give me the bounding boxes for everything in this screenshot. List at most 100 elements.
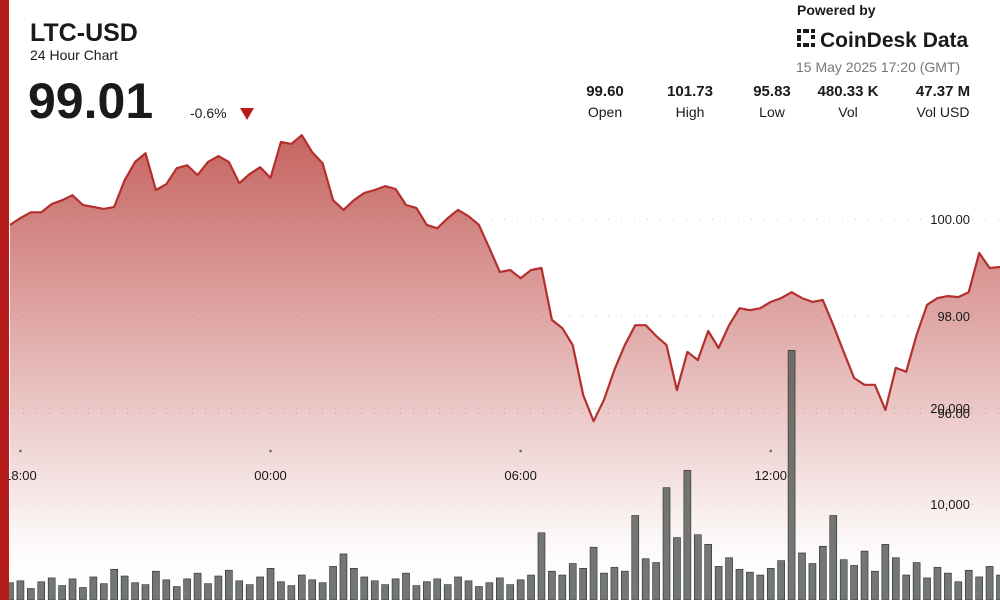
- volume-tick-label: 10,000: [930, 497, 970, 512]
- left-accent: [0, 0, 9, 600]
- volume-bar: [485, 582, 494, 600]
- volume-bar: [673, 537, 681, 600]
- volume-bar: [527, 574, 535, 600]
- volume-bar: [756, 574, 765, 600]
- volume-bar: [954, 581, 963, 600]
- volume-bar: [933, 567, 942, 600]
- volume-bar: [423, 581, 431, 600]
- stat-label: Low: [759, 104, 786, 120]
- volume-bar: [225, 569, 233, 600]
- brand-logo: [797, 29, 815, 47]
- volume-bar: [99, 583, 108, 600]
- volume-bar: [204, 583, 212, 600]
- change: -0.6%: [190, 105, 227, 121]
- volume-bar: [829, 515, 838, 600]
- volume-bar: [860, 550, 869, 600]
- stat-label: Vol: [838, 104, 857, 120]
- volume-bar: [985, 566, 994, 600]
- volume-bar: [798, 552, 806, 600]
- volume-bar: [912, 562, 921, 600]
- volume-bar: [79, 587, 87, 600]
- volume-bar: [370, 580, 379, 600]
- volume-bar: [308, 579, 317, 600]
- stat-value: 480.33 K: [818, 83, 879, 100]
- volume-bar: [902, 574, 911, 600]
- volume-bar: [120, 575, 129, 600]
- volume-bar: [329, 566, 337, 600]
- volume-bar: [881, 544, 890, 600]
- price-line: [9, 134, 1000, 423]
- volume-bar: [256, 576, 264, 600]
- stats: 99.60 Open 101.73 High 95.83 Low 480.33 K Vol 47…: [586, 83, 970, 120]
- volume-bar: [318, 582, 327, 600]
- volume-bar: [819, 545, 827, 600]
- price-tick-label: 98.00: [937, 309, 970, 324]
- price-tick-label: 96.00: [937, 406, 970, 421]
- x-tick-label: 12:00: [754, 468, 787, 483]
- header: LTC-USD 24 Hour Chart 99.01 -0.6% Powere…: [28, 2, 969, 129]
- volume-bar: [402, 572, 410, 600]
- volume-bar: [110, 568, 119, 600]
- volume-bar: [808, 563, 817, 600]
- stat-label: High: [676, 104, 705, 120]
- volume-bar: [47, 577, 56, 600]
- volume-bar: [475, 586, 483, 600]
- volume-bar: [37, 581, 46, 600]
- volume-bar: [839, 559, 848, 600]
- volume-bar: [683, 470, 692, 600]
- volume-bar: [266, 568, 275, 600]
- powered-by: Powered by: [797, 2, 876, 18]
- volume-bars: [6, 350, 1000, 600]
- volume-bar: [641, 558, 650, 600]
- volume-bar: [600, 572, 608, 600]
- volume-bar: [787, 350, 796, 600]
- volume-bar: [944, 572, 952, 600]
- volume-bar: [735, 568, 744, 600]
- volume-bar: [766, 568, 775, 600]
- stat-value: 101.73: [667, 83, 713, 100]
- volume-bar: [746, 571, 754, 600]
- stat-value: 95.83: [753, 83, 791, 100]
- volume-bar: [850, 565, 858, 600]
- subtitle: 24 Hour Chart: [30, 47, 118, 63]
- volume-bar: [433, 578, 442, 600]
- volume-bar: [381, 584, 389, 600]
- volume-bar: [548, 570, 556, 600]
- volume-bar: [214, 575, 223, 600]
- volume-bar: [277, 581, 285, 600]
- price-tick-label: 100.00: [930, 212, 970, 227]
- volume-bar: [495, 577, 504, 600]
- x-tick: [519, 449, 522, 453]
- volume-bar: [506, 584, 515, 600]
- price-area-fill: [10, 135, 1000, 600]
- volume-bar: [516, 579, 525, 600]
- volume-bar: [714, 566, 723, 600]
- volume-bar: [964, 569, 973, 600]
- volume-bar: [537, 532, 546, 600]
- down-arrow: [240, 108, 254, 120]
- volume-bar: [558, 574, 567, 600]
- volume-bar: [141, 584, 150, 600]
- volume-bar: [923, 577, 931, 600]
- stat-label: Open: [588, 104, 622, 120]
- volume-bar: [193, 572, 202, 600]
- volume-bar: [975, 576, 983, 600]
- volume-tick-label: 20,000: [930, 401, 970, 416]
- volume-bar: [631, 515, 640, 600]
- x-tick: [269, 449, 272, 453]
- volume-bar: [183, 578, 191, 600]
- volume-bar: [360, 576, 369, 600]
- volume-bar: [172, 586, 181, 600]
- volume-bar: [16, 580, 25, 600]
- volume-bar: [568, 563, 577, 600]
- price: 99.01: [28, 73, 153, 129]
- volume-bar: [610, 567, 619, 600]
- volume-bar: [725, 557, 733, 600]
- volume-bar: [131, 582, 139, 600]
- brand: CoinDesk Data: [820, 29, 969, 52]
- volume-bar: [162, 579, 171, 600]
- volume-bar: [339, 553, 348, 600]
- x-tick-label: 00:00: [254, 468, 287, 483]
- volume-bar: [68, 578, 77, 600]
